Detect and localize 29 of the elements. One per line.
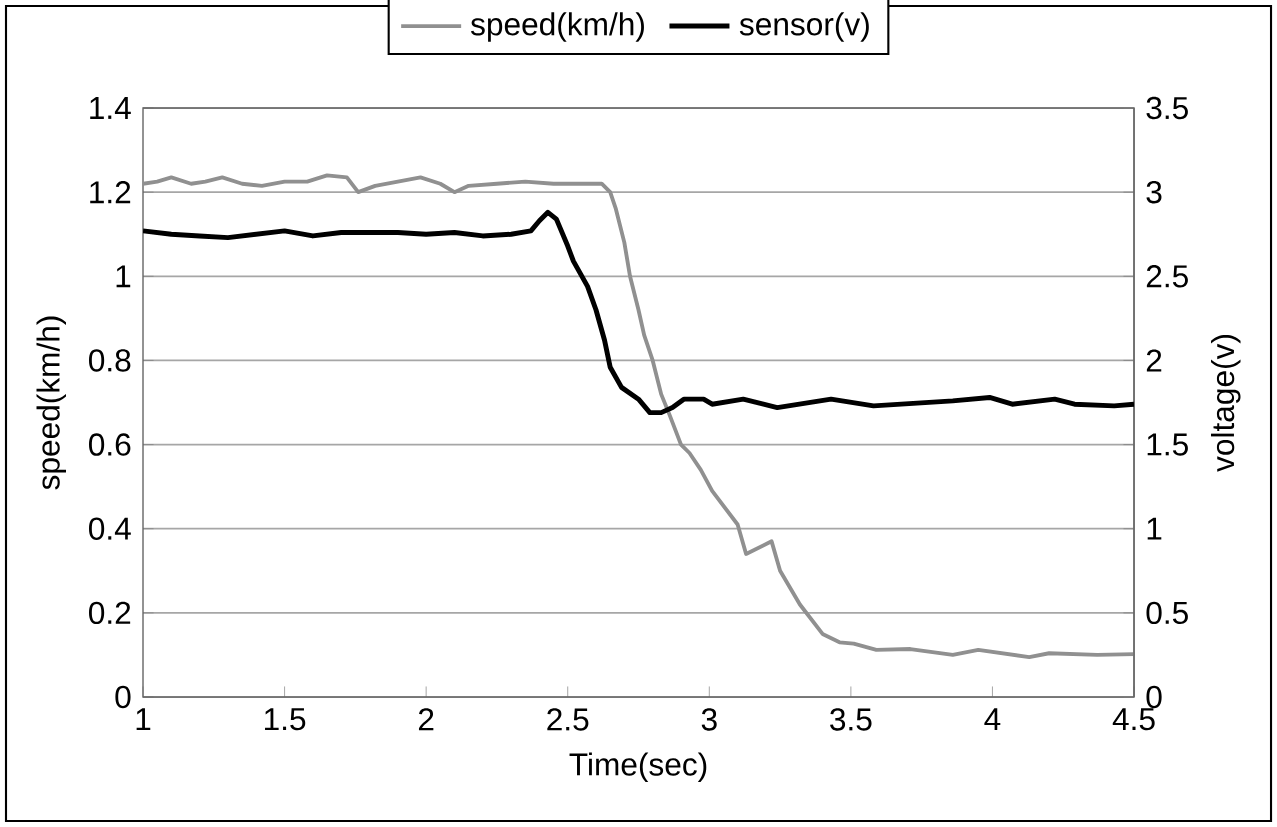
y2-tick-label: 0.5: [1146, 601, 1188, 625]
legend-label: speed(km/h): [471, 12, 644, 42]
x-axis-title: Time(sec): [569, 752, 707, 782]
y2-tick-label: 3.5: [1146, 96, 1188, 120]
x-tick-label: 4.5: [1112, 708, 1155, 731]
y-tick-label: 1.4: [90, 97, 131, 119]
x-tick-label: 1.5: [265, 708, 306, 731]
y2-tick-label: 3: [1146, 180, 1162, 204]
y2-tick-label: 1.5: [1147, 433, 1188, 456]
y2-tick-label: 0: [1146, 685, 1162, 709]
y-axis-title: speed(km/h): [36, 316, 66, 490]
y2-axis-title: voltage(v): [1211, 335, 1241, 472]
x-tick-label: 2.5: [547, 708, 589, 731]
legend-label: sensor(v): [739, 12, 869, 42]
y-tick-label: 1: [116, 265, 131, 288]
y2-tick-label: 2: [1146, 349, 1162, 372]
y-tick-label: 0.4: [89, 517, 131, 540]
x-tick-label: 2: [418, 708, 434, 731]
x-tick-label: 3.5: [830, 708, 872, 731]
x-tick-label: 4: [984, 708, 1001, 731]
y-tick-label: 1.2: [90, 181, 131, 204]
x-tick-label: 1: [136, 708, 151, 731]
y-tick-label: 0: [115, 685, 131, 709]
y2-tick-label: 1: [1147, 517, 1162, 540]
y2-tick-label: 2.5: [1146, 265, 1188, 288]
y-tick-label: 0.2: [89, 601, 131, 625]
y-tick-label: 0.6: [89, 433, 131, 456]
x-tick-label: 3: [701, 708, 717, 731]
y-tick-label: 0.8: [89, 349, 131, 372]
